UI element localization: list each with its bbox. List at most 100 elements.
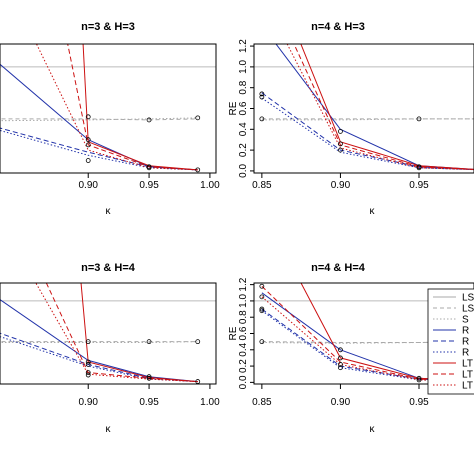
y-tick-label: 0.0: [238, 375, 249, 389]
y-tick-label: 0.8: [238, 310, 249, 324]
y-tick-label: 0.2: [238, 359, 249, 373]
plot-area: [0, 283, 216, 384]
legend-label: S: [462, 315, 469, 326]
series-line-2: [0, 117, 198, 122]
series-line-6: [300, 44, 474, 170]
x-axis-label: κ: [370, 206, 376, 217]
chart-panel-1: n=3 & H=3 0.90 0.95 1.00 κ: [0, 21, 220, 217]
x-tick-label: 1.00: [200, 180, 220, 191]
x-axis-label: κ: [106, 206, 112, 217]
y-tick-label: 1.0: [238, 294, 249, 308]
y-tick-label: 0.2: [238, 143, 249, 157]
x-tick-label: 0.90: [78, 397, 98, 408]
series-line-7: [67, 44, 198, 171]
legend-label: R: [462, 337, 469, 348]
data-point: [85, 142, 91, 148]
data-point: [416, 375, 422, 381]
data-point: [146, 165, 152, 171]
data-point: [195, 167, 201, 173]
series-line-5: [0, 129, 198, 171]
x-tick-label: 0.95: [409, 397, 429, 408]
plot-frame: [0, 282, 217, 385]
data-point: [85, 137, 91, 143]
series-line-1: [0, 118, 198, 121]
chart-title: n=3 & H=3: [81, 21, 135, 33]
x-tick-label: 0.95: [139, 397, 159, 408]
y-axis-label: RE: [228, 101, 239, 115]
y-tick-label: 1.2: [238, 39, 249, 53]
data-point: [85, 359, 91, 365]
data-point: [195, 339, 201, 345]
data-point: [338, 147, 343, 153]
x-tick-label: 0.85: [252, 397, 272, 408]
chart-title: n=4 & H=4: [311, 262, 366, 274]
y-tick-label: 1.2: [238, 277, 249, 291]
data-point: [338, 355, 343, 361]
series-line-3: [0, 63, 198, 171]
series-line-2: [261, 341, 474, 344]
data-point: [416, 165, 422, 171]
x-tick-label: 0.90: [331, 180, 351, 191]
data-point: [259, 283, 265, 289]
series-line-7: [293, 44, 474, 171]
data-point: [259, 94, 265, 100]
y-tick-label: 0.4: [238, 342, 249, 356]
series-line-5: [261, 310, 474, 382]
data-point: [259, 339, 265, 345]
plot-frame: [0, 43, 217, 174]
chart-panel-2: n=4 & H=3 0.85 0.90 0.95 κ 0.0 0.2 0.4 0.6 0.8 1.0…: [228, 21, 474, 217]
data-point: [259, 308, 265, 314]
data-point: [85, 339, 91, 345]
data-point: [259, 306, 265, 312]
series-line-7: [45, 283, 198, 383]
chart-title: n=3 & H=4: [81, 262, 136, 274]
data-point: [195, 115, 201, 121]
series-line-8: [286, 44, 474, 171]
data-point: [146, 374, 152, 380]
series-line-8: [35, 283, 198, 383]
series-line-4: [261, 92, 474, 171]
y-tick-label: 0.4: [238, 122, 249, 136]
data-point: [259, 294, 265, 300]
data-point: [416, 377, 422, 383]
series-line-2: [261, 118, 474, 121]
y-tick-label: 0.8: [238, 80, 249, 94]
legend-label: R: [462, 326, 469, 337]
legend-label: LS: [462, 304, 474, 315]
data-point: [146, 339, 152, 345]
series-line-3: [275, 44, 474, 170]
data-point: [259, 116, 265, 122]
y-axis-label: RE: [228, 326, 239, 340]
legend-label: LT: [462, 370, 473, 381]
plot-area: [0, 44, 216, 173]
legend-label: LS: [462, 293, 474, 304]
x-axis-label: κ: [106, 424, 112, 435]
data-point: [85, 362, 91, 367]
x-tick-label: 0.95: [409, 180, 429, 191]
data-point: [85, 370, 91, 375]
series-line-5: [0, 336, 198, 383]
y-tick-label: 1.0: [238, 60, 249, 74]
y-tick-label: 0.0: [238, 164, 249, 178]
series-line-3: [0, 298, 198, 383]
data-point: [146, 375, 152, 381]
plot-area: [254, 44, 474, 171]
data-point: [416, 116, 422, 122]
data-point: [338, 141, 343, 147]
legend-label: LT: [462, 359, 473, 370]
chart-title: n=4 & H=3: [311, 21, 365, 33]
data-point: [85, 372, 91, 378]
data-point: [338, 128, 343, 134]
series-line-6: [82, 44, 198, 171]
x-tick-label: 1.00: [200, 397, 220, 408]
series-line-8: [35, 44, 198, 171]
x-tick-label: 0.90: [78, 180, 98, 191]
data-point: [338, 362, 343, 367]
data-point: [259, 91, 265, 97]
series-line-6: [80, 283, 198, 383]
series-line-5: [261, 97, 474, 171]
y-tick-label: 0.6: [238, 326, 249, 340]
x-tick-label: 0.90: [331, 397, 351, 408]
